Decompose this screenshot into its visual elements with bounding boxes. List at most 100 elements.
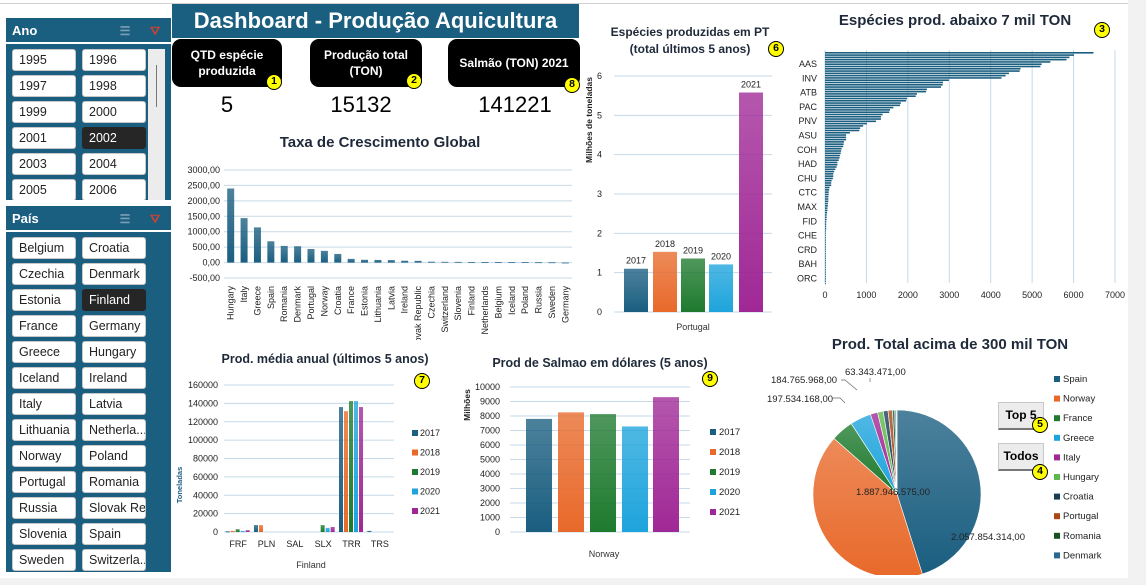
- country-slicer-item[interactable]: Spain: [82, 523, 146, 545]
- y-tick-label: ATB: [800, 88, 817, 98]
- y-tick-label: 160000: [188, 380, 218, 390]
- y-tick-label: 1: [597, 268, 602, 278]
- clear-filter-icon[interactable]: ⛛: [149, 212, 161, 226]
- country-slicer-item[interactable]: Ireland: [82, 367, 146, 389]
- x-tick-label: Lithuania: [373, 286, 383, 323]
- country-slicer-item[interactable]: Hungary: [82, 341, 146, 363]
- bar: [825, 99, 907, 102]
- country-slicer-item[interactable]: Italy: [12, 393, 76, 415]
- x-tick-label: SAL: [286, 539, 303, 549]
- bar: [508, 262, 516, 263]
- kpi-label: Salmão (TON) 2021: [459, 56, 569, 70]
- bottom-margin: [0, 578, 1146, 585]
- country-slicer-item[interactable]: Germany: [82, 315, 146, 337]
- x-tick-label: TRS: [371, 539, 389, 549]
- country-slicer-item[interactable]: Sweden: [12, 549, 76, 571]
- year-slicer-item[interactable]: 1998: [82, 75, 146, 97]
- country-slicer-item[interactable]: Denmark: [82, 263, 146, 285]
- year-slicer-item[interactable]: 1995: [12, 49, 76, 71]
- clear-filter-icon[interactable]: ⛛: [149, 24, 161, 38]
- bar: [825, 198, 829, 200]
- legend-label: Norway: [1063, 394, 1095, 405]
- country-slicer-item[interactable]: Belgium: [12, 237, 76, 259]
- bar: [825, 266, 826, 269]
- bar: [825, 109, 891, 111]
- year-slicer-item[interactable]: 2004: [82, 153, 146, 175]
- country-slicer-item[interactable]: Slovak Re...: [82, 497, 146, 519]
- y-tick-label: 10000: [475, 382, 500, 392]
- bar: [825, 239, 826, 241]
- multi-select-icon[interactable]: ☰: [119, 24, 131, 38]
- year-slicer-item[interactable]: 2002: [82, 127, 146, 149]
- country-slicer-item[interactable]: Poland: [82, 445, 146, 467]
- bar: [825, 216, 827, 219]
- country-slicer-item[interactable]: Norway: [12, 445, 76, 467]
- x-tick-label: Slovenia: [453, 286, 463, 321]
- bar: [825, 241, 826, 244]
- year-slicer-scrollbar[interactable]: [148, 49, 165, 200]
- year-slicer-item[interactable]: 2003: [12, 153, 76, 175]
- bar: [825, 269, 826, 271]
- kpi-salmon-card: Salmão (TON) 2021: [448, 39, 580, 87]
- country-slicer-item[interactable]: Estonia: [12, 289, 76, 311]
- country-slicer-item[interactable]: France: [12, 315, 76, 337]
- pt-title-line1: Espécies produzidas em PT: [610, 25, 770, 39]
- bar: [427, 261, 435, 263]
- legend-label: Hungary: [1063, 472, 1099, 483]
- year-slicer-item[interactable]: 2001: [12, 127, 76, 149]
- country-slicer-item[interactable]: Netherla...: [82, 419, 146, 441]
- country-slicer-item[interactable]: Slovenia: [12, 523, 76, 545]
- bar: [825, 127, 861, 129]
- x-tick-label: 6000: [1064, 290, 1084, 300]
- bar: [235, 529, 240, 532]
- country-slicer-item[interactable]: Czechia: [12, 263, 76, 285]
- year-slicer-item[interactable]: 2000: [82, 101, 146, 123]
- bar: [349, 401, 353, 532]
- year-slicer-item[interactable]: 1997: [12, 75, 76, 97]
- year-slicer-item[interactable]: 2005: [12, 179, 76, 200]
- y-tick-label: AAS: [799, 59, 817, 69]
- y-tick-label: INV: [802, 73, 817, 83]
- bar: [280, 245, 288, 263]
- bar: [825, 81, 944, 84]
- bar: [825, 257, 826, 260]
- country-slicer-item[interactable]: Finland: [82, 289, 146, 311]
- bar: [825, 223, 827, 225]
- finland-chart: 0 20000 40000 60000 80000 100000 120000 140000 1…: [175, 380, 440, 570]
- bar: [825, 138, 847, 141]
- legend-swatch: [710, 469, 716, 475]
- country-slicer-item[interactable]: Iceland: [12, 367, 76, 389]
- year-slicer-item[interactable]: 2006: [82, 179, 146, 200]
- bar: [825, 200, 829, 203]
- scrollbar-thumb[interactable]: [156, 65, 157, 107]
- y-tick-label: MAX: [797, 202, 817, 212]
- year-slicer-item[interactable]: 1999: [12, 101, 76, 123]
- country-slicer-item[interactable]: Switzerla...: [82, 549, 146, 571]
- legend-swatch: [1054, 513, 1060, 520]
- country-slicer-item[interactable]: Romania: [82, 471, 146, 493]
- year-slicer-item[interactable]: 1996: [82, 49, 146, 71]
- y-tick-label: 7000: [480, 426, 500, 436]
- legend-label: 2018: [719, 447, 740, 458]
- country-slicer-item[interactable]: Portugal: [12, 471, 76, 493]
- bar: [624, 268, 648, 312]
- legend-label: Italy: [1063, 452, 1081, 463]
- data-label: 197.534.168,00: [767, 394, 833, 405]
- y-tick-label: 2000,00: [187, 196, 220, 206]
- legend-label: Portugal: [1063, 511, 1098, 522]
- bar: [825, 83, 943, 86]
- finland-chart-title: Prod. média anual (últimos 5 anos): [221, 352, 429, 366]
- country-slicer-item[interactable]: Latvia: [82, 393, 146, 415]
- country-slicer-item[interactable]: Greece: [12, 341, 76, 363]
- bar: [230, 530, 235, 532]
- country-slicer-item[interactable]: Croatia: [82, 237, 146, 259]
- multi-select-icon[interactable]: ☰: [119, 212, 131, 226]
- country-slicer-item[interactable]: Lithuania: [12, 419, 76, 441]
- bar: [825, 113, 883, 116]
- y-tick-label: 9000: [480, 397, 500, 407]
- y-tick-label: 3: [597, 189, 602, 199]
- legend-label: France: [1063, 413, 1093, 424]
- country-slicer-item[interactable]: Russia: [12, 497, 76, 519]
- bar: [825, 131, 850, 134]
- y-axis-label: Milhões: [462, 389, 472, 421]
